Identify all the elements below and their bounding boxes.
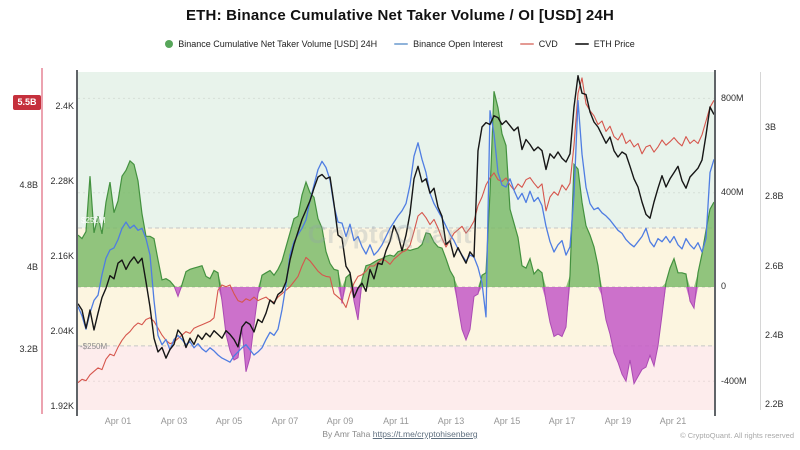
legend-label: Binance Cumulative Net Taker Volume [USD… [178, 39, 378, 49]
axis-tick-label: 800M [721, 93, 744, 103]
legend-label: ETH Price [593, 39, 635, 49]
axis-tick-label: 400M [721, 187, 744, 197]
upper-threshold-label: $250M [81, 216, 106, 225]
axis-tick-label: 4B [26, 262, 38, 272]
axis-tick-label: Apr 07 [271, 416, 299, 426]
axis-tick-label: Apr 15 [493, 416, 521, 426]
axis-tick-label: 2.6B [765, 261, 784, 271]
page-title: ETH: Binance Cumulative Net Taker Volume… [185, 7, 615, 24]
axis-tick-label: 3B [765, 122, 777, 132]
axis-tick-label: Apr 03 [160, 416, 188, 426]
axis-tick-label: Apr 09 [326, 416, 354, 426]
legend-line-icon [394, 42, 409, 46]
axis-tick-label: Apr 19 [604, 416, 632, 426]
cvd-axis-line [760, 72, 761, 410]
legend: Binance Cumulative Net Taker Volume [USD… [0, 39, 800, 49]
axis-tick-label: 4.8B [19, 180, 38, 190]
axis-tick-label: 2.4K [55, 101, 74, 111]
axis-tick-label: Apr 11 [383, 416, 409, 426]
axis-tick-label: 3.2B [19, 344, 38, 354]
axis-tick-label: Apr 01 [104, 416, 132, 426]
legend-item-open-interest[interactable]: Binance Open Interest [394, 39, 503, 49]
axis-tick-label: Apr 21 [659, 416, 687, 426]
legend-item-net-taker-volume[interactable]: Binance Cumulative Net Taker Volume [USD… [165, 39, 377, 49]
axis-tick-label: -400M [721, 376, 747, 386]
axis-tick-label: 2.28K [50, 176, 74, 186]
axis-tick-label: Apr 13 [437, 416, 465, 426]
telegram-link[interactable]: https://t.me/cryptohisenberg [372, 429, 478, 439]
axis-tick-label: 2.2B [765, 399, 784, 409]
oi-axis-line [41, 68, 43, 414]
axis-tick-label: Apr 05 [215, 416, 243, 426]
axis-tick-label: 2.4B [765, 330, 784, 340]
axis-tick-label: 2.04K [50, 326, 74, 336]
axis-tick-label: 1.92K [50, 401, 74, 411]
axis-tick-label: Apr 17 [548, 416, 576, 426]
legend-dot-icon [165, 40, 174, 48]
byline-text: By Amr Taha [322, 429, 373, 439]
axis-tick-label: 2.8B [765, 191, 784, 201]
copyright-text: © CryptoQuant. All rights reserved [680, 431, 794, 440]
footer-byline: By Amr Taha https://t.me/cryptohisenberg [0, 429, 800, 439]
oi-current-value-badge: 5.5B [13, 95, 41, 110]
legend-line-icon [574, 42, 589, 46]
legend-item-eth-price[interactable]: ETH Price [574, 39, 635, 49]
legend-item-cvd[interactable]: CVD [519, 39, 558, 49]
lower-threshold-label: -$250M [80, 342, 108, 351]
axis-tick-label: 0 [721, 281, 727, 291]
cryptoquant-watermark: CryptoQuant [307, 219, 473, 249]
legend-line-icon [519, 42, 534, 46]
legend-label: CVD [538, 39, 558, 49]
legend-label: Binance Open Interest [413, 39, 503, 49]
axis-tick-label: 2.16K [50, 251, 74, 261]
